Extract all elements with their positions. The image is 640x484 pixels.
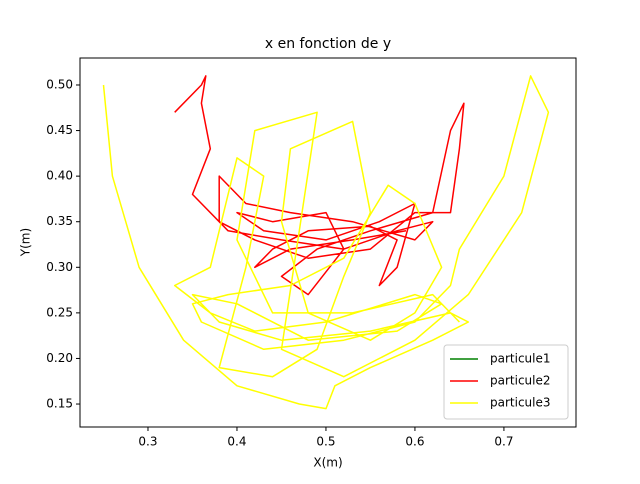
series-line [102,75,550,410]
legend-label: particule3 [490,396,551,410]
y-tick-label: 0.15 [46,397,73,411]
x-tick-label: 0.4 [227,435,246,449]
x-tick-label: 0.6 [405,435,424,449]
legend-label: particule1 [490,352,551,366]
y-tick-label: 0.25 [46,305,73,319]
legend-label: particule2 [490,374,551,388]
y-axis-label: Y(m) [19,228,33,257]
series-line [174,75,465,296]
y-tick-label: 0.20 [46,351,73,365]
y-tick-label: 0.40 [46,169,73,183]
x-axis-label: X(m) [313,456,342,470]
legend-frame [443,344,569,420]
x-tick-label: 0.5 [316,435,335,449]
y-tick-label: 0.45 [46,123,73,137]
x-tick-label: 0.3 [138,435,157,449]
y-tick-label: 0.30 [46,260,73,274]
y-tick-label: 0.35 [46,214,73,228]
x-tick-label: 0.7 [494,435,513,449]
y-tick-label: 0.50 [46,77,73,91]
chart-title: x en fonction de y [265,36,391,52]
plot-frame [79,57,577,428]
